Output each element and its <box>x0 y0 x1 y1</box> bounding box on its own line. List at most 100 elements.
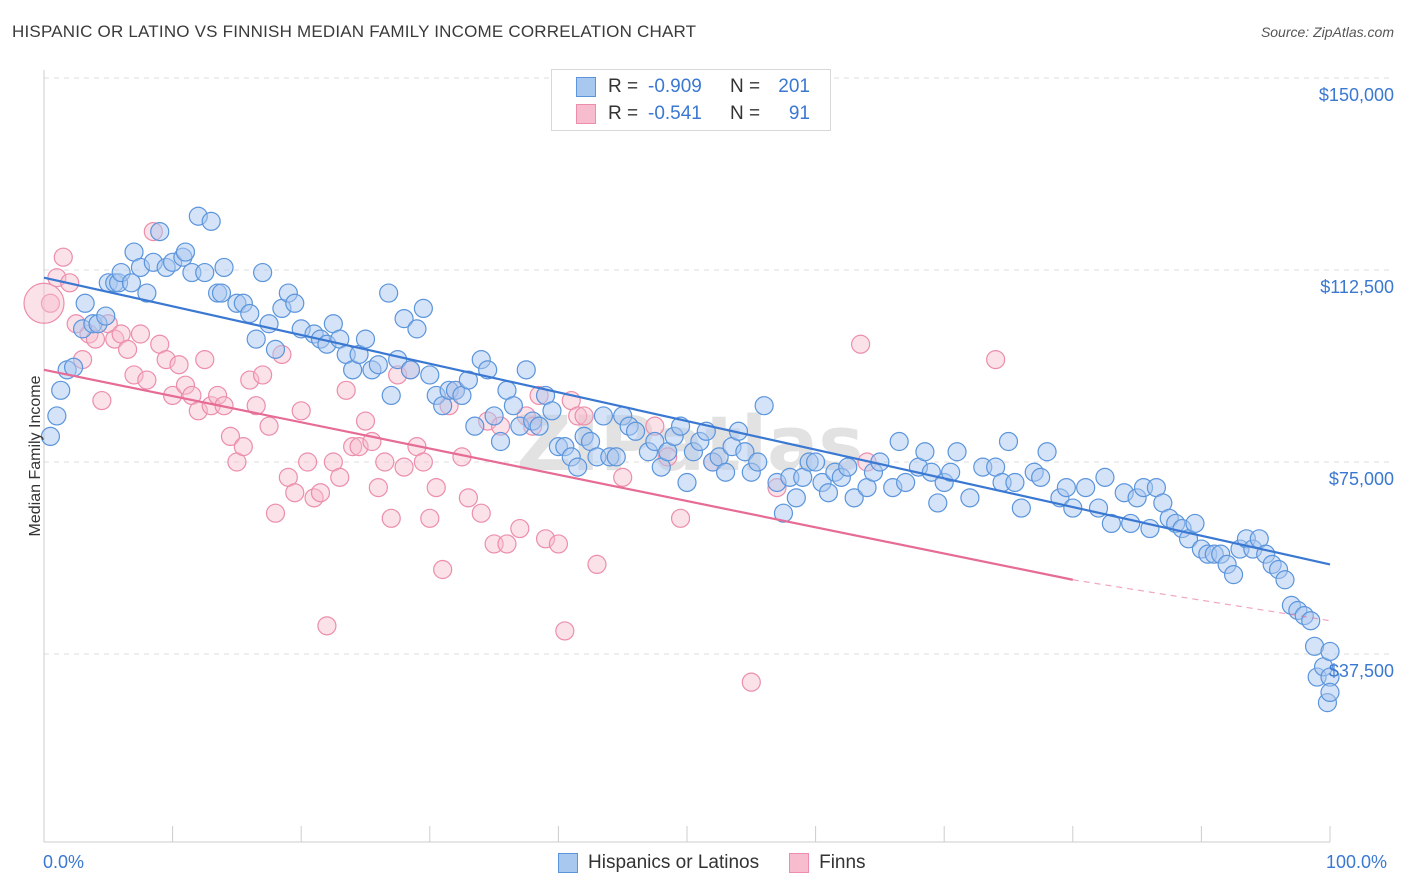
hispanic-point <box>413 298 433 318</box>
legend-swatch-hispanic <box>576 77 596 97</box>
hispanic-point <box>407 319 427 339</box>
legend-item-hispanic[interactable]: Hispanics or Latinos <box>558 852 759 874</box>
hispanic-point <box>625 421 646 441</box>
hispanic-point <box>240 303 260 324</box>
legend-swatch-finns <box>789 853 810 873</box>
x-tick-label-min: 0.0% <box>43 852 85 872</box>
hispanic-point <box>896 472 916 493</box>
finns-point <box>420 508 440 528</box>
hispanic-point <box>838 457 858 477</box>
hispanic-point <box>458 370 478 390</box>
legend-n-label: N = <box>730 103 761 124</box>
hispanic-point <box>1037 442 1057 462</box>
finns-point <box>240 370 260 390</box>
x-tick-label-max: 100.0% <box>1326 852 1388 872</box>
finns-point <box>394 457 414 477</box>
finns-point <box>253 365 273 385</box>
axes <box>43 70 1331 843</box>
legend-r-label: R = <box>608 103 639 124</box>
hispanic-point <box>150 222 170 242</box>
finns-point <box>741 672 761 692</box>
hispanic-point <box>1320 682 1340 703</box>
finns-point <box>497 534 517 554</box>
hispanic-point <box>214 257 234 278</box>
hispanic-point <box>96 306 116 326</box>
hispanic-point <box>121 273 142 293</box>
hispanic-point <box>735 442 755 462</box>
hispanic-points <box>40 206 1340 713</box>
stats-legend: R = -0.909 N = 201 R = -0.541 N = 91 <box>551 69 831 131</box>
finns-point <box>298 452 318 472</box>
finns-point <box>169 355 189 375</box>
hispanic-point <box>75 293 95 313</box>
finns-point <box>130 324 151 344</box>
hispanic-point <box>465 416 485 436</box>
finns-point <box>92 390 112 411</box>
finns-trend-line <box>43 368 1074 581</box>
hispanic-point <box>265 339 286 359</box>
finns-point <box>548 534 569 554</box>
finns-point <box>458 488 478 508</box>
hispanic-point <box>715 462 736 482</box>
finns-point <box>40 293 61 313</box>
hispanic-point <box>645 431 665 452</box>
hispanic-point <box>503 396 523 416</box>
finns-point <box>574 406 594 426</box>
finns-point <box>555 621 575 641</box>
legend-label-finns: Finns <box>819 852 866 873</box>
finns-point <box>310 483 331 503</box>
hispanic-point <box>593 406 614 426</box>
hispanic-point <box>606 447 626 467</box>
chart-title: HISPANIC OR LATINO VS FINNISH MEDIAN FAM… <box>12 22 697 41</box>
finns-point <box>426 478 446 498</box>
finns-point <box>587 554 607 575</box>
hispanic-point <box>420 365 440 385</box>
hispanic-point <box>478 360 498 380</box>
hispanic-point <box>381 385 401 406</box>
hispanic-point <box>400 360 421 380</box>
finns-point-large <box>23 282 65 324</box>
hispanic-point <box>818 483 839 503</box>
finns-point <box>195 350 215 370</box>
trend-lines <box>43 276 1331 622</box>
finns-point <box>246 396 266 416</box>
finns-point <box>317 616 337 636</box>
hispanic-point <box>195 262 215 283</box>
y-tick-label: $37,500 <box>1328 661 1394 681</box>
finns-point <box>336 380 356 400</box>
finns-point <box>291 401 311 421</box>
hispanic-point <box>915 442 935 462</box>
hispanic-point <box>175 242 196 262</box>
hispanic-point <box>960 488 980 508</box>
hispanic-point <box>1301 611 1321 631</box>
finns-point <box>986 350 1006 370</box>
hispanic-point <box>773 503 794 523</box>
legend-n-value: 201 <box>778 76 810 97</box>
hispanic-point <box>805 452 826 472</box>
hispanic-point <box>490 431 511 452</box>
finns-point <box>156 350 176 370</box>
legend-item-finns[interactable]: Finns <box>789 852 866 874</box>
hispanic-point <box>368 355 388 375</box>
finns-point <box>53 247 73 267</box>
hispanic-point <box>754 396 774 416</box>
hispanic-point <box>1275 570 1295 590</box>
legend-n-label: N = <box>730 76 761 97</box>
finns-point <box>330 467 350 487</box>
hispanic-point <box>947 442 967 462</box>
y-tick-label: $150,000 <box>1318 85 1394 105</box>
hispanic-point <box>40 426 61 446</box>
hispanic-point <box>51 380 71 400</box>
grid-lines <box>44 77 1392 655</box>
y-axis-label: Median Family Income <box>27 375 44 537</box>
hispanic-trend-line <box>43 276 1331 566</box>
finns-point <box>349 437 369 457</box>
legend-n-value: 91 <box>788 103 810 124</box>
series-legend: Hispanics or Latinos Finns <box>558 852 896 874</box>
source-label: Source: ZipAtlas.com <box>1260 24 1394 40</box>
hispanic-point <box>1185 513 1205 534</box>
hispanic-point <box>1011 498 1031 518</box>
finns-point <box>413 452 433 472</box>
finns-point <box>851 334 871 354</box>
